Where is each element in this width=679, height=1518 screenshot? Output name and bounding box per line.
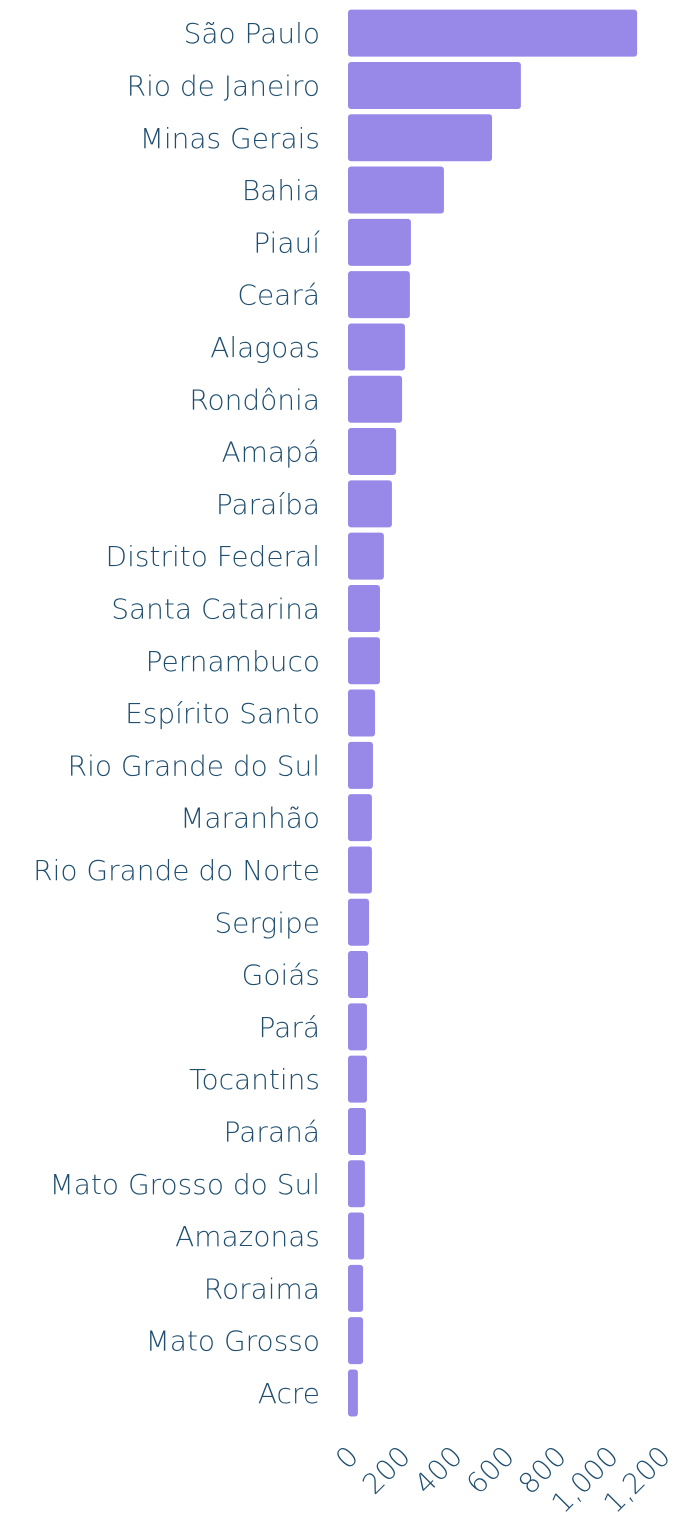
x-tick-label: 400: [408, 1440, 469, 1501]
y-tick-label: Distrito Federal: [106, 540, 320, 573]
bar: [348, 1317, 364, 1365]
bar: [348, 846, 372, 894]
y-tick-label: Rio Grande do Norte: [33, 854, 320, 887]
bar: [348, 1212, 365, 1260]
bar: [348, 1003, 367, 1051]
y-tick-label: Ceará: [237, 279, 320, 312]
bar: [348, 1369, 358, 1417]
y-tick-label: Paraíba: [216, 488, 320, 521]
bar: [348, 1160, 365, 1208]
y-tick-label: Santa Catarina: [111, 592, 320, 625]
bar: [348, 375, 403, 423]
y-tick-label: Tocantins: [189, 1063, 320, 1096]
bar: [348, 61, 521, 109]
y-tick-label: Amapá: [221, 436, 320, 469]
y-tick-label: Rondônia: [189, 383, 320, 416]
bar: [348, 637, 380, 685]
y-tick-label: Mato Grosso do Sul: [50, 1168, 320, 1201]
y-tick-label: Goiás: [242, 959, 320, 992]
bar: [348, 1107, 366, 1155]
bar: [348, 951, 369, 999]
bar: [348, 428, 397, 476]
x-tick-label: 0: [329, 1440, 365, 1476]
bar: [348, 1055, 367, 1103]
y-tick-label: Amazonas: [175, 1220, 320, 1253]
y-tick-label: Sergipe: [214, 906, 320, 939]
bar: [348, 794, 372, 842]
y-tick-label: Espírito Santo: [125, 697, 320, 730]
y-tick-label: Paraná: [224, 1115, 320, 1148]
bar: [348, 166, 444, 214]
y-tick-label: Mato Grosso: [146, 1325, 320, 1358]
bar: [348, 898, 370, 946]
x-tick-label: 200: [356, 1440, 417, 1501]
bar: [348, 218, 411, 266]
bar: [348, 532, 384, 580]
bar: [348, 323, 405, 371]
y-tick-label: Alagoas: [210, 331, 320, 364]
y-tick-label: Pará: [259, 1011, 320, 1044]
y-tick-label: São Paulo: [184, 17, 320, 50]
bar: [348, 480, 392, 528]
y-tick-label: Roraima: [204, 1272, 320, 1305]
y-tick-label: Rio Grande do Sul: [68, 749, 320, 782]
y-tick-label: Maranhão: [180, 802, 320, 835]
bar: [348, 689, 376, 737]
bar: [348, 114, 493, 162]
bar: [348, 741, 373, 789]
x-tick-label: 600: [460, 1440, 521, 1501]
bar: [348, 584, 380, 632]
bar: [348, 271, 410, 319]
y-tick-label: Bahia: [242, 174, 320, 207]
bar: [348, 9, 638, 57]
y-tick-label: Rio de Janeiro: [127, 69, 320, 102]
y-tick-label: Minas Gerais: [140, 122, 320, 155]
y-tick-label: Pernambuco: [146, 645, 320, 678]
y-tick-label: Piauí: [253, 226, 320, 259]
bar: [348, 1264, 364, 1312]
y-tick-label: Acre: [258, 1377, 320, 1410]
